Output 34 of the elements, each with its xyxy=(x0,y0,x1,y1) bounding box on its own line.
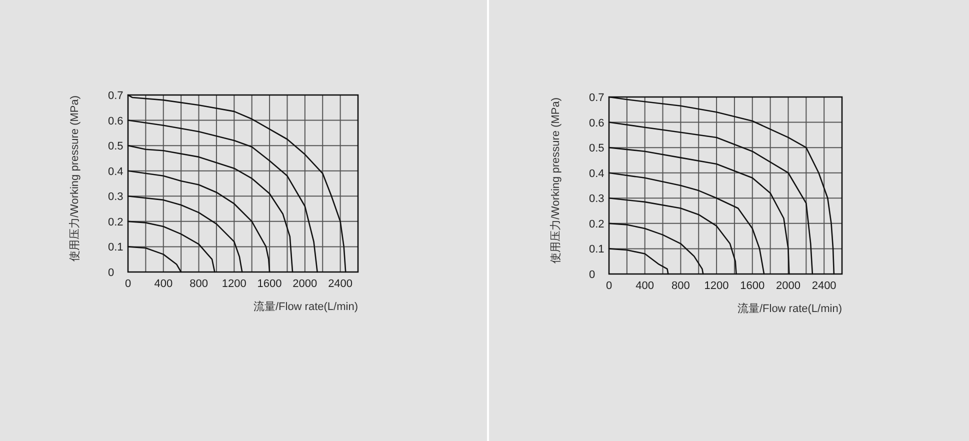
x-tick-label: 800 xyxy=(672,280,690,292)
y-tick-label: 0.3 xyxy=(589,193,604,206)
y-tick-label: 0.4 xyxy=(589,168,604,180)
y-tick-label: 0.5 xyxy=(108,140,124,153)
y-tick-label: 0.1 xyxy=(589,244,604,256)
x-axis-title: 流量/Flow rate(L/min) xyxy=(253,300,358,313)
y-tick-label: 0.6 xyxy=(589,117,604,130)
x-tick-label: 2400 xyxy=(328,278,353,290)
x-tick-label: 1600 xyxy=(740,280,765,292)
x-tick-label: 400 xyxy=(636,280,654,292)
y-tick-label: 0.4 xyxy=(108,166,124,178)
y-tick-label: 0 xyxy=(589,269,596,281)
y-tick-label: 0.1 xyxy=(108,242,124,254)
x-tick-label: 800 xyxy=(190,278,208,290)
x-axis-title: 流量/Flow rate(L/min) xyxy=(737,302,842,315)
x-tick-label: 2400 xyxy=(812,280,836,292)
x-tick-label: 1200 xyxy=(222,278,246,290)
y-axis-title: 使用压力/Working pressure (MPa) xyxy=(68,95,81,262)
y-tick-label: 0.2 xyxy=(108,216,124,228)
x-tick-label: 2000 xyxy=(292,278,318,290)
x-tick-label: 400 xyxy=(154,278,173,290)
y-tick-label: 0.6 xyxy=(108,115,124,128)
x-tick-label: 0 xyxy=(124,278,132,290)
y-axis-title: 使用压力/Working pressure (MPa) xyxy=(549,97,562,264)
x-tick-label: 0 xyxy=(606,280,612,292)
x-tick-label: 2000 xyxy=(776,280,800,292)
y-tick-label: 0.2 xyxy=(589,218,604,230)
x-tick-label: 1200 xyxy=(704,280,729,292)
y-tick-label: 0.7 xyxy=(589,92,604,104)
y-tick-label: 0.7 xyxy=(108,90,124,102)
y-tick-label: 0.5 xyxy=(589,142,604,155)
y-tick-label: 0.3 xyxy=(108,191,124,204)
y-tick-label: 0 xyxy=(108,267,114,279)
x-tick-label: 1600 xyxy=(257,278,282,290)
